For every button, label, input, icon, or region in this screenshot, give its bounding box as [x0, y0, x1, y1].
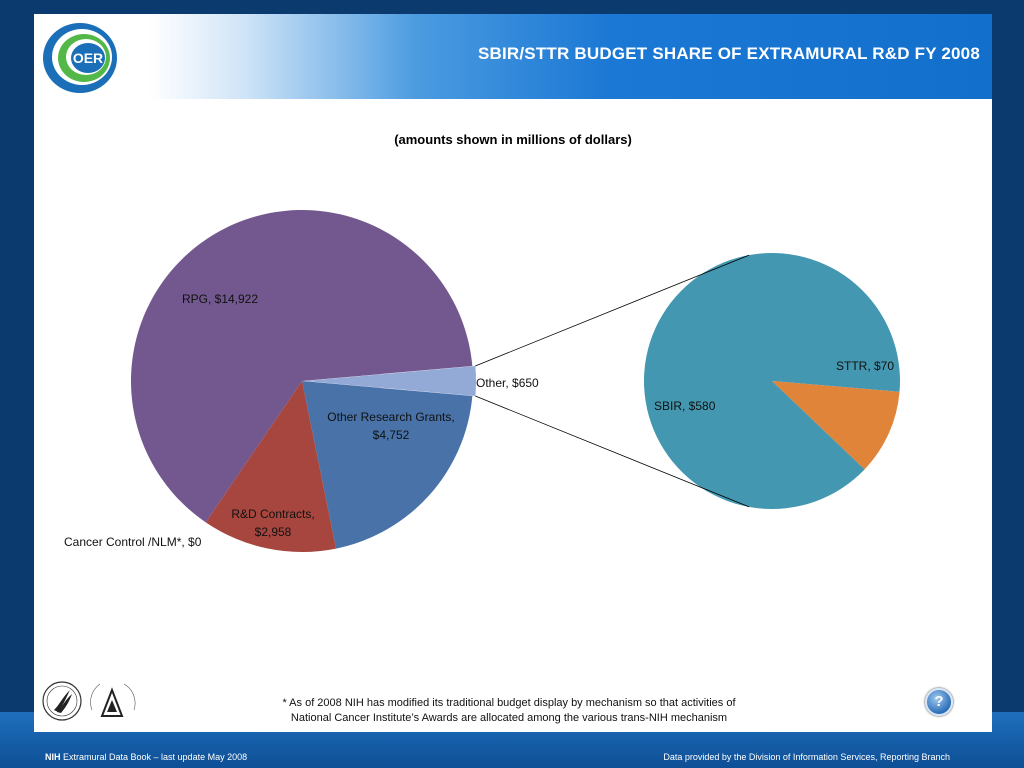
oer-swirl-logo: OER [43, 23, 117, 93]
pie-slice-sbir [643, 253, 900, 510]
footer-left: NIH Extramural Data Book – last update M… [45, 752, 247, 762]
logo-text: OER [73, 50, 103, 66]
slide-header: OER SBIR/STTR BUDGET SHARE OF EXTRAMURAL… [34, 14, 992, 99]
connector-line-top [475, 254, 750, 367]
pie-slice-rpg [130, 209, 473, 523]
footnote-line1: * As of 2008 NIH has modified its tradit… [282, 697, 736, 709]
footnote-line2: National Cancer Institute’s Awards are a… [290, 712, 728, 724]
connector-line-bottom [475, 395, 750, 508]
pie-slice-r-d-contracts [205, 381, 337, 553]
nih-logo-icon [90, 683, 136, 717]
footer-left-text: Extramural Data Book – last update May 2… [60, 752, 248, 762]
chart-subtitle: (amounts shown in millions of dollars) [394, 132, 632, 147]
pie-slice-other [305, 366, 476, 396]
label-other: Other, $650 [476, 376, 539, 390]
slide-title: SBIR/STTR BUDGET SHARE OF EXTRAMURAL R&D… [477, 44, 980, 63]
pie-slice-sttr [772, 381, 900, 470]
government-logos [42, 681, 136, 721]
help-icon[interactable]: ? [925, 688, 953, 716]
label-rd-contracts-line1: R&D Contracts, [231, 507, 314, 521]
label-sbir: SBIR, $580 [654, 399, 716, 413]
pie-charts: RPG, $14,922 Other, $650 Other Research … [64, 209, 900, 553]
footer-right: Data provided by the Division of Informa… [663, 752, 950, 762]
sub-pie [643, 253, 900, 510]
label-rpg: RPG, $14,922 [182, 292, 258, 306]
hhs-eagle-seal-icon [42, 681, 82, 721]
pie-slice-other-research-grants [302, 381, 473, 549]
main-pie [130, 209, 476, 553]
label-rd-contracts-line2: $2,958 [255, 525, 292, 539]
label-other-research-grants-line1: Other Research Grants, [327, 410, 454, 424]
label-sttr: STTR, $70 [836, 359, 894, 373]
label-other-research-grants-line2: $4,752 [373, 428, 410, 442]
footnote: * As of 2008 NIH has modified its tradit… [234, 696, 784, 726]
footer-nih: NIH [45, 752, 61, 762]
label-cancer-control: Cancer Control /NLM*, $0 [64, 535, 202, 549]
slide: OER SBIR/STTR BUDGET SHARE OF EXTRAMURAL… [34, 14, 992, 732]
